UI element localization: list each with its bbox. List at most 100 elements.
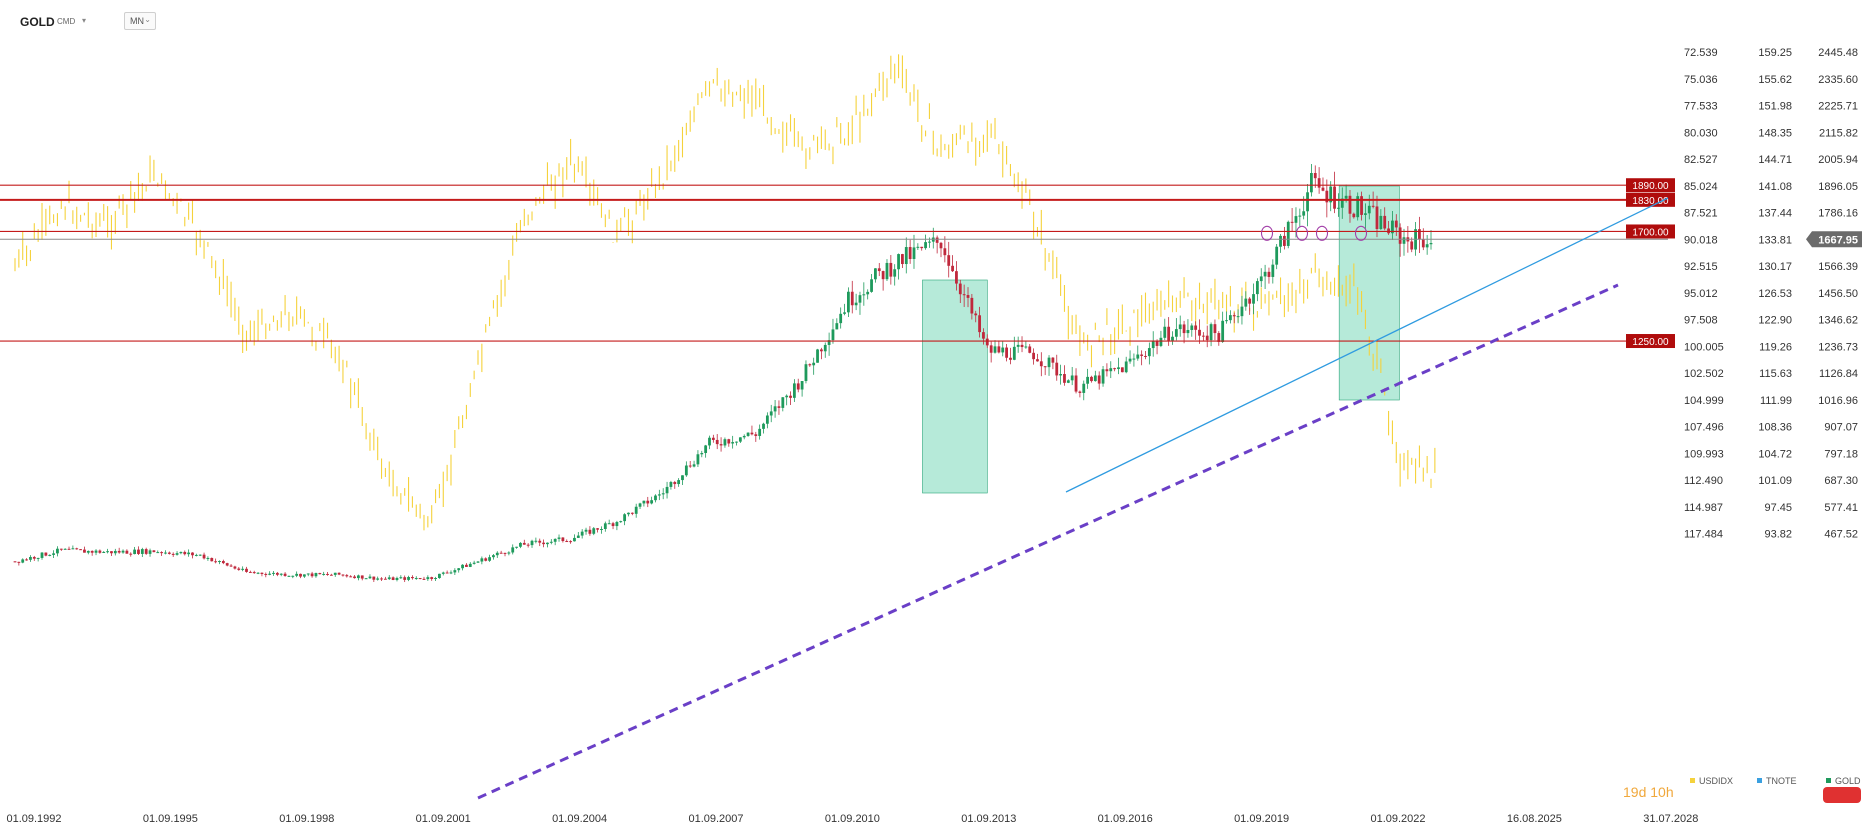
gold-candle-body — [874, 268, 877, 280]
gold-candle-body — [63, 548, 67, 550]
gold-candle-body — [225, 563, 229, 566]
gold-candle-body — [148, 550, 152, 554]
gold-candle-body — [198, 554, 202, 556]
gold-candle-body — [241, 568, 245, 570]
gold-candle-body — [75, 548, 79, 550]
gold-candle-body — [854, 302, 858, 306]
gold-candle-body — [908, 247, 912, 260]
gold-axis-label: 2115.82 — [1819, 127, 1858, 139]
gold-candle-body — [414, 578, 418, 580]
gold-candle-body — [1418, 229, 1421, 240]
gold-candle-body — [1001, 347, 1005, 353]
tnote-axis-label: 126.53 — [1758, 288, 1792, 300]
gold-candle-body — [646, 500, 650, 504]
gold-candle-body — [661, 493, 665, 495]
gold-candle-body — [738, 437, 742, 442]
gold-candle-body — [1394, 220, 1398, 228]
gold-candle-body — [912, 247, 916, 260]
gold-candle-body — [484, 558, 488, 561]
gold-candle-body — [1344, 195, 1348, 199]
gold-candle-body — [1097, 375, 1101, 384]
gold-axis-label: 1236.73 — [1818, 341, 1858, 353]
gold-candle-body — [233, 566, 237, 569]
gold-candle-body — [59, 548, 63, 550]
gold-candle-body — [789, 395, 792, 398]
blue-trendline — [1065, 197, 1669, 493]
gold-candle-body — [1391, 220, 1394, 234]
date-axis: 01.09.1992 01.09.1995 01.09.1998 01.09.2001… — [6, 813, 1698, 825]
gold-candle-body — [1313, 173, 1317, 179]
gold-candle-body — [928, 241, 931, 243]
gold-candle-body — [434, 578, 437, 580]
red-action-button[interactable] — [1823, 787, 1861, 803]
gold-candle-body — [584, 529, 588, 532]
chevron-down-icon[interactable]: ▾ — [82, 16, 87, 25]
gold-candle-body — [1039, 361, 1043, 367]
symbol-name[interactable]: GOLD — [20, 15, 55, 29]
x-tick-label: 01.09.2016 — [1098, 813, 1153, 825]
x-tick-label: 01.09.2007 — [688, 813, 743, 825]
gold-candle-body — [98, 550, 102, 553]
gold-candle-body — [719, 444, 723, 446]
chevron-down-icon: ⌄ — [144, 15, 151, 24]
gold-candle-body — [881, 271, 885, 280]
current-price-tag-bg — [1806, 231, 1862, 248]
usdidx-axis-label: 77.533 — [1684, 101, 1718, 113]
gold-candle-body — [1190, 325, 1194, 330]
tnote-axis-label: 101.09 — [1758, 475, 1792, 487]
gold-candle-body — [1151, 341, 1155, 349]
gold-candle-body — [210, 557, 214, 562]
countdown-hours: 10 — [1650, 784, 1666, 800]
gold-candle-body — [889, 262, 893, 277]
timeframe-select[interactable]: MN ⌄ — [124, 12, 156, 30]
gold-candle-body — [808, 364, 812, 366]
gold-candle-body — [692, 464, 696, 467]
tnote-axis-label: 119.26 — [1759, 341, 1792, 353]
gold-candle-body — [819, 349, 823, 352]
gold-candle-body — [769, 411, 773, 416]
gold-candle-body — [1271, 264, 1275, 277]
gold-candle-body — [268, 573, 272, 575]
gold-axis-label: 687.30 — [1824, 475, 1858, 487]
gold-candle-body — [557, 537, 561, 539]
gold-candle-body — [418, 578, 422, 580]
gold-candle-body — [630, 512, 634, 514]
usdidx-axis-label: 85.024 — [1684, 181, 1718, 193]
legend-gold[interactable]: GOLD — [1826, 776, 1861, 786]
gold-candle-body — [1055, 362, 1059, 376]
gold-candle-body — [1070, 375, 1074, 381]
gold-candle-body — [21, 559, 25, 563]
gold-candle-body — [823, 344, 827, 352]
gold-candle-body — [1020, 344, 1024, 348]
gold-candle-body — [1364, 213, 1367, 215]
gold-candle-body — [1186, 329, 1190, 334]
gold-candle-body — [349, 576, 353, 578]
gold-candle-body — [1036, 359, 1039, 362]
gold-candle-body — [430, 577, 434, 579]
dashed-trendline — [477, 283, 1619, 800]
legend-tnote[interactable]: TNOTE — [1757, 776, 1797, 786]
gold-candle-body — [438, 573, 441, 579]
horizontal-levels: 1890.00 1830.00 1700.00 1250.00 — [0, 178, 1675, 349]
gold-candle-body — [1425, 244, 1429, 248]
gold-candle-body — [619, 521, 623, 523]
gold-candle-body — [445, 572, 449, 574]
legend-usdidx[interactable]: USDIDX — [1690, 776, 1733, 786]
tnote-axis-label: 111.99 — [1760, 395, 1792, 407]
usdidx-axis-label: 82.527 — [1684, 154, 1718, 166]
level-label: 1830.00 — [1632, 196, 1669, 207]
timeframe-value: MN — [130, 16, 144, 26]
gold-candle-body — [94, 550, 98, 553]
gold-axis-label: 1566.39 — [1818, 261, 1858, 273]
gold-candle-body — [287, 575, 291, 577]
gold-candle-body — [1321, 187, 1325, 191]
gold-candle-body — [576, 535, 580, 538]
level-label-bg — [1626, 192, 1675, 207]
gold-candle-body — [1375, 206, 1379, 230]
gold-candle-body — [411, 576, 414, 579]
series-gold — [13, 164, 1433, 583]
gold-candle-body — [1093, 375, 1097, 382]
gold-candle-body — [1225, 320, 1228, 322]
gold-candle-body — [503, 552, 507, 554]
